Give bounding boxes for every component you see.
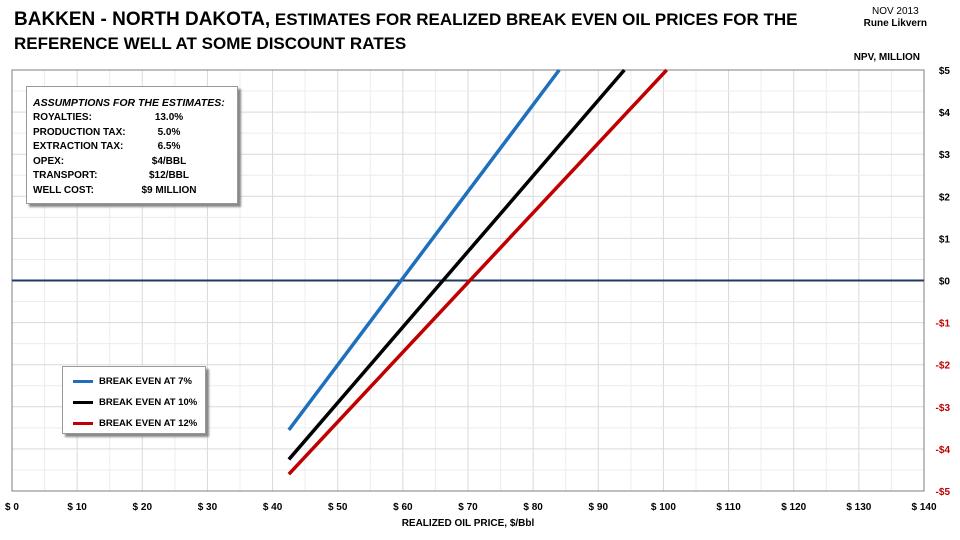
assumption-row: ROYALTIES: 13.0% — [33, 111, 237, 126]
assumption-value: 13.0% — [154, 112, 184, 123]
legend-label: BREAK EVEN AT 7% — [99, 375, 192, 387]
assumption-value: $4/BBL — [151, 155, 187, 167]
assumptions-box: ASSUMPTIONS FOR THE ESTIMATES: ROYALTIES… — [26, 86, 238, 204]
y-tick-label: $3 — [939, 150, 951, 161]
assumption-row: PRODUCTION TAX: 5.0% — [33, 126, 237, 141]
x-tick-label: $ 50 — [328, 502, 348, 513]
credit-date: NOV 2013 — [871, 6, 919, 17]
legend-swatch — [73, 379, 93, 383]
y-tick-label: $5 — [939, 66, 951, 77]
y-tick-label: $0 — [939, 277, 951, 288]
legend-swatch — [73, 421, 93, 425]
assumptions-heading: ASSUMPTIONS FOR THE ESTIMATES: — [33, 97, 225, 109]
x-tick-label: $ 30 — [198, 502, 218, 513]
assumption-row: EXTRACTION TAX: 6.5% — [33, 140, 237, 155]
legend-item: BREAK EVEN AT 10% — [63, 393, 205, 411]
x-tick-label: $ 90 — [589, 502, 609, 513]
series-group — [287, 68, 668, 476]
assumption-label: EXTRACTION TAX: — [33, 141, 124, 152]
assumption-label: TRANSPORT: — [33, 170, 98, 181]
x-axis-title: REALIZED OIL PRICE, $/Bbl — [402, 518, 535, 529]
legend-item: BREAK EVEN AT 12% — [63, 414, 205, 432]
y-tick-label: -$4 — [936, 445, 951, 456]
y-axis-title: NPV, MILLION — [853, 52, 920, 63]
assumption-row: OPEX: $4/BBL — [33, 155, 237, 170]
series-line-2 — [287, 68, 626, 461]
x-tick-label: $ 140 — [911, 502, 936, 513]
title-part2: ESTIMATES FOR REALIZED BREAK EVEN OIL PR… — [270, 10, 798, 29]
assumption-value: $12/BBL — [148, 170, 189, 181]
y-tick-label: $1 — [939, 234, 951, 245]
x-tick-label: $ 20 — [133, 502, 153, 513]
x-tick-label: $ 10 — [67, 502, 87, 513]
series-line-1 — [287, 68, 561, 432]
assumption-label: WELL COST: — [33, 184, 94, 196]
y-tick-label: -$2 — [936, 361, 951, 372]
credit-author: Rune Likvern — [863, 18, 927, 29]
x-tick-label: $ 110 — [716, 502, 741, 513]
assumption-value: $9 MILLION — [141, 184, 197, 196]
x-tick-label: $ 0 — [5, 502, 19, 513]
assumption-value: 5.0% — [157, 126, 181, 138]
x-tick-label: $ 70 — [458, 502, 478, 513]
y-tick-label: $4 — [939, 108, 951, 119]
y-tick-label: $2 — [939, 192, 951, 203]
x-tick-label: $ 120 — [781, 502, 806, 513]
y-tick-label: -$5 — [936, 487, 951, 498]
x-tick-label: $ 80 — [523, 502, 543, 513]
legend-item: BREAK EVEN AT 7% — [63, 372, 205, 390]
credit: NOV 2013 Rune Likvern — [864, 6, 927, 30]
assumption-row: WELL COST: $9 MILLION — [33, 184, 237, 199]
legend-swatch — [73, 400, 93, 404]
x-tick-label: $ 60 — [393, 502, 413, 513]
assumption-label: OPEX: — [33, 155, 65, 167]
title-part1: BAKKEN - NORTH DAKOTA, — [14, 9, 271, 30]
legend-label: BREAK EVEN AT 12% — [99, 417, 198, 429]
legend-label: BREAK EVEN AT 10% — [99, 396, 198, 408]
title-line2: REFERENCE WELL AT SOME DISCOUNT RATES — [14, 34, 407, 53]
assumption-value: 6.5% — [157, 141, 181, 152]
assumption-label: PRODUCTION TAX: — [33, 126, 126, 138]
x-tick-label: $ 40 — [263, 502, 283, 513]
x-ticks: $ 0 $ 10 $ 20 $ 30 $ 40 $ 50 $ 60 $ 70 $ 80 $ 90 $… — [5, 502, 937, 513]
series-line-3 — [287, 68, 668, 476]
assumptions-rows: ROYALTIES: 13.0% PRODUCTION TAX: 5.0% EXTRAC… — [27, 111, 237, 198]
legend: BREAK EVEN AT 7% BREAK EVEN AT 10% BREAK E… — [62, 366, 206, 434]
y-ticks: $5 $4 $3 $2 $1 $0 -$1 -$2 -$3 -$4 -$5 — [936, 66, 951, 498]
x-tick-label: $ 130 — [846, 502, 871, 513]
assumption-row: TRANSPORT: $12/BBL — [33, 169, 237, 184]
y-tick-label: -$1 — [936, 319, 951, 330]
x-tick-label: $ 100 — [651, 502, 676, 513]
y-tick-label: -$3 — [936, 403, 951, 414]
assumption-label: ROYALTIES: — [33, 112, 92, 123]
chart-title: BAKKEN - NORTH DAKOTA, ESTIMATES FOR REA… — [14, 8, 814, 56]
